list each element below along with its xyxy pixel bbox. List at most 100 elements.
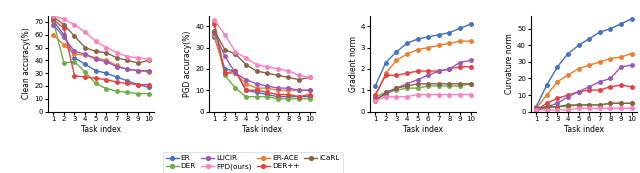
iCaRL [413,83,421,85]
ER [382,61,390,63]
FPD(ours) [92,40,99,42]
ER-ACE [586,64,593,66]
Line: iCaRL: iCaRL [374,82,472,103]
ER-ACE [81,54,89,56]
ER [413,38,421,40]
ER [49,20,57,22]
FPD(ours) [543,109,550,111]
iCaRL [371,100,379,102]
DER [371,96,379,98]
FPD(ours) [145,58,152,60]
ER [467,23,474,25]
FPD(ours) [221,34,228,36]
iCaRL [596,104,604,106]
FPD(ours) [456,93,464,95]
LUCIR [413,79,421,81]
iCaRL [274,74,282,76]
Line: iCaRL: iCaRL [534,102,633,110]
DER [242,96,250,98]
ER [586,38,593,40]
DER++ [253,89,260,91]
iCaRL [532,107,540,109]
DER [145,93,152,95]
FPD(ours) [532,109,540,111]
DER [102,88,110,90]
ER-ACE [49,34,57,36]
LUCIR [242,79,250,81]
ER-ACE [596,61,604,63]
iCaRL [134,62,142,64]
ER [435,34,443,36]
LUCIR [392,87,400,89]
iCaRL [586,104,593,106]
ER [543,84,550,86]
DER [306,98,314,100]
DER++ [445,68,453,70]
DER++ [285,93,292,95]
ER [60,34,68,36]
ER-ACE [607,58,614,60]
ER [445,32,453,34]
DER [543,107,550,109]
ER [554,66,561,68]
Line: LUCIR: LUCIR [52,23,150,72]
FPD(ours) [232,51,239,53]
iCaRL [113,57,121,59]
ER-ACE [617,56,625,58]
iCaRL [554,106,561,108]
Line: DER: DER [212,20,311,101]
FPD(ours) [564,109,572,111]
ER [124,80,131,82]
ER-ACE [467,40,474,42]
DER [596,104,604,106]
FPD(ours) [575,107,582,109]
ER [264,93,271,95]
DER [617,102,625,104]
LUCIR [596,81,604,83]
iCaRL [49,16,57,18]
DER [124,91,131,93]
iCaRL [102,52,110,54]
DER++ [617,84,625,86]
LUCIR [445,68,453,70]
ER [532,106,540,108]
DER++ [607,86,614,88]
ER [392,51,400,53]
iCaRL [285,76,292,79]
LUCIR [403,83,411,85]
ER-ACE [554,81,561,83]
FPD(ours) [264,66,271,68]
FPD(ours) [102,47,110,49]
ER-ACE [242,83,250,85]
DER [607,102,614,104]
FPD(ours) [70,24,78,26]
iCaRL [607,102,614,104]
DER [424,85,432,87]
DER++ [456,66,464,68]
ER-ACE [382,72,390,74]
DER [274,98,282,100]
LUCIR [211,32,218,34]
ER [295,96,303,98]
ER-ACE [424,47,432,49]
LUCIR [274,87,282,89]
LUCIR [435,70,443,72]
ER-ACE [575,67,582,70]
DER [564,106,572,108]
ER-ACE [92,57,99,59]
ER-ACE [60,44,68,46]
FPD(ours) [554,109,561,111]
DER++ [554,97,561,99]
iCaRL [435,83,443,85]
Line: ER-ACE: ER-ACE [374,39,472,98]
ER [564,53,572,55]
Y-axis label: Clean accuracy(%): Clean accuracy(%) [22,28,31,99]
DER [403,87,411,89]
FPD(ours) [134,57,142,59]
DER [295,98,303,100]
Line: ER-ACE: ER-ACE [534,52,633,110]
iCaRL [295,79,303,81]
ER-ACE [124,68,131,70]
Line: ER: ER [212,35,311,98]
DER++ [435,70,443,72]
